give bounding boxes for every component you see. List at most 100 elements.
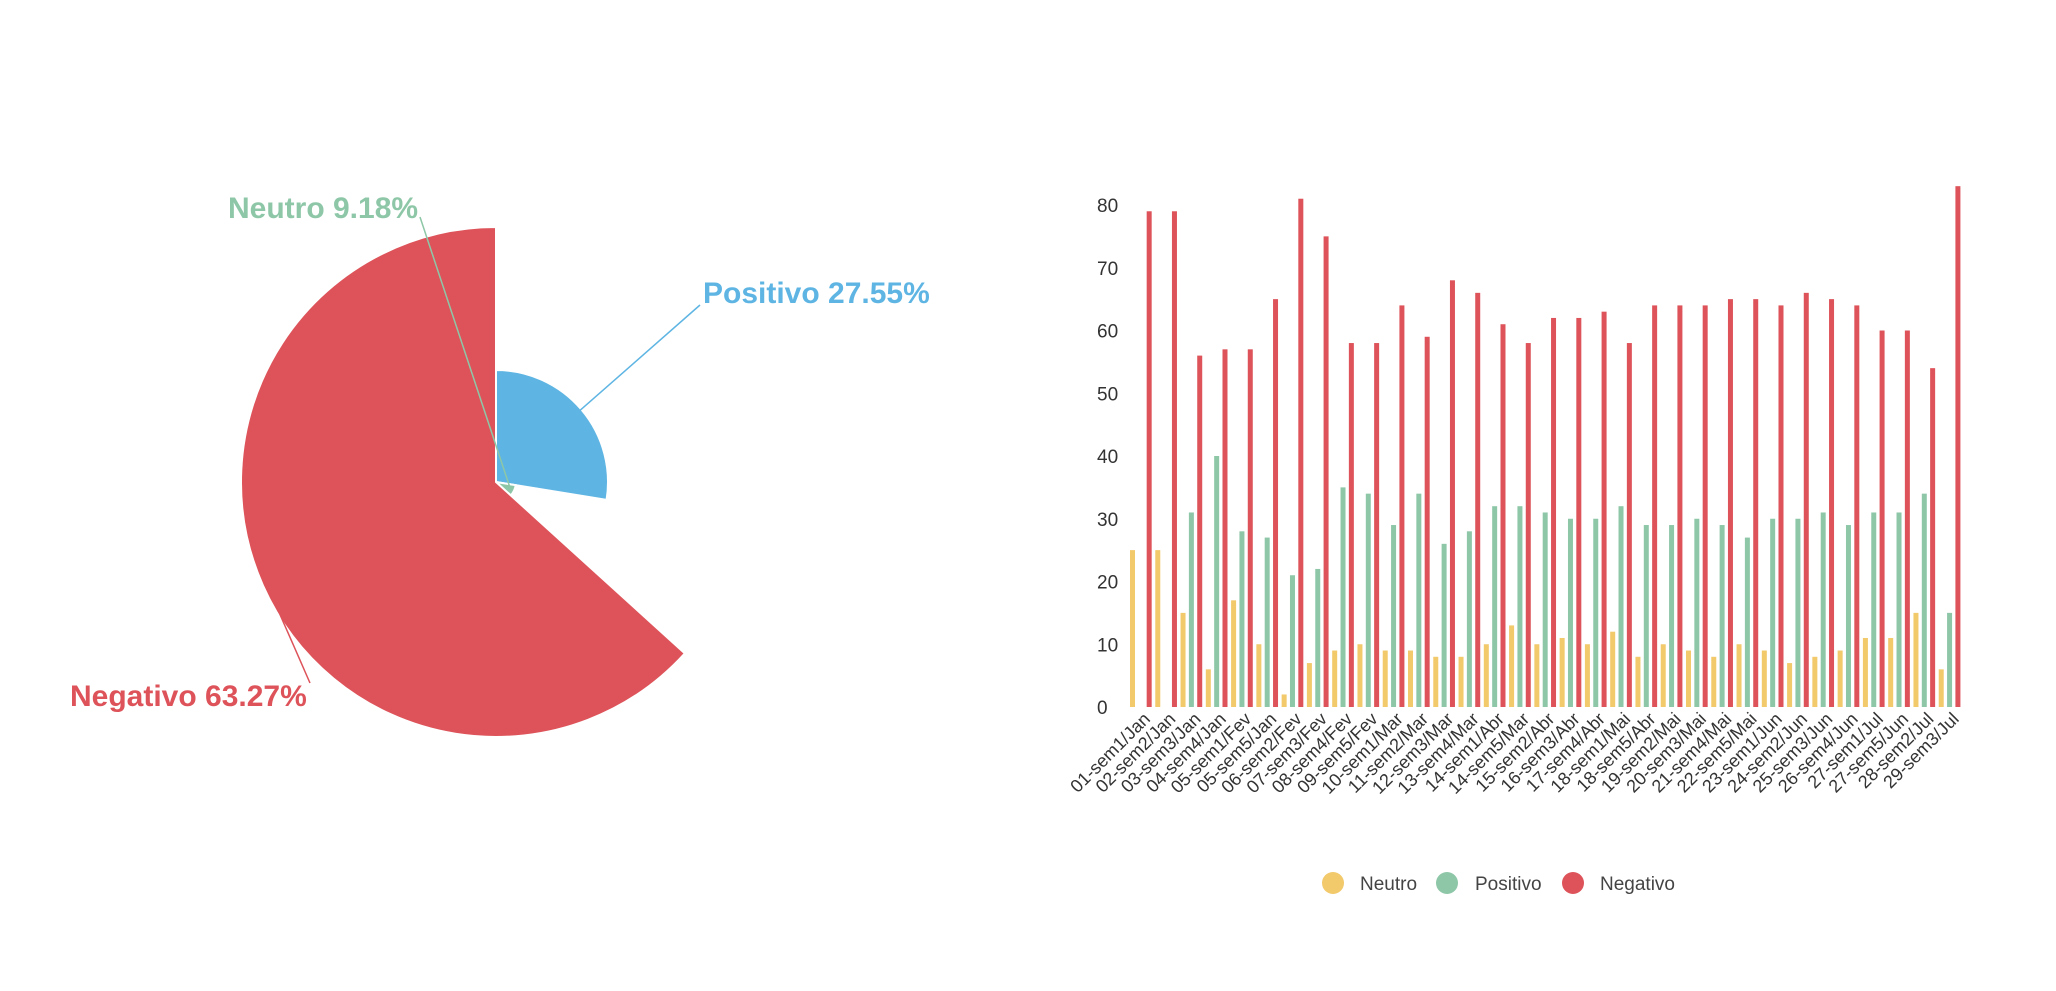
bar-negativo-27 xyxy=(1829,299,1835,707)
bar-negativo-25 xyxy=(1778,305,1784,707)
bar-negativo-16 xyxy=(1551,317,1557,707)
bar-negativo-12 xyxy=(1449,280,1455,707)
pie-slice-positivo xyxy=(495,368,609,502)
bar-negativo-30 xyxy=(1904,330,1910,707)
pie-leader-line-negativo xyxy=(265,583,311,684)
pie-label-neutro: Neutro 9.18% xyxy=(228,192,418,225)
bar-neutro-14 xyxy=(1483,644,1489,707)
bar-negativo-26 xyxy=(1803,292,1809,707)
bar-negativo-10 xyxy=(1399,305,1405,707)
y-tick-label: 70 xyxy=(1097,259,1118,280)
bar-neutro-25 xyxy=(1761,650,1767,707)
bar-positivo-26 xyxy=(1795,518,1801,707)
bar-positivo-3 xyxy=(1214,456,1220,707)
bar-negativo-19 xyxy=(1626,343,1632,707)
bar-neutro-3 xyxy=(1205,669,1211,707)
bar-negativo-29 xyxy=(1879,330,1885,707)
bar-negativo-2 xyxy=(1197,355,1203,707)
bar-neutro-23 xyxy=(1711,656,1717,707)
bar-positivo-21 xyxy=(1669,525,1675,707)
bar-neutro-8 xyxy=(1332,650,1338,707)
bar-positivo-8 xyxy=(1340,487,1346,707)
bar-neutro-0 xyxy=(1130,550,1135,707)
legend-swatch-positivo[interactable] xyxy=(1436,872,1458,894)
bar-positivo-29 xyxy=(1871,512,1877,707)
bar-positivo-2 xyxy=(1188,512,1194,707)
bar-neutro-27 xyxy=(1812,656,1818,707)
bar-neutro-2 xyxy=(1180,612,1186,707)
legend-label-neutro[interactable]: Neutro xyxy=(1360,874,1417,895)
bar-series xyxy=(1130,186,1961,708)
bar-negativo-28 xyxy=(1854,305,1860,707)
bar-positivo-6 xyxy=(1289,575,1295,707)
bar-negativo-21 xyxy=(1677,305,1683,707)
bar-negativo-23 xyxy=(1727,299,1733,707)
pie-label-positivo: Positivo 27.55% xyxy=(703,277,930,310)
bar-negativo-13 xyxy=(1475,292,1481,707)
bar-negativo-6 xyxy=(1298,198,1304,707)
pie-label-negativo: Negativo 63.27% xyxy=(70,680,307,713)
bar-negativo-9 xyxy=(1374,343,1380,707)
legend[interactable]: Neutro Positivo Negativo xyxy=(1322,872,1675,895)
bar-positivo-23 xyxy=(1719,525,1725,707)
bar-negativo-18 xyxy=(1601,311,1607,707)
bar-neutro-13 xyxy=(1458,656,1464,707)
bar-positivo-12 xyxy=(1441,543,1447,707)
bar-positivo-24 xyxy=(1744,537,1750,707)
bar-negativo-20 xyxy=(1652,305,1658,707)
bar-positivo-25 xyxy=(1770,518,1776,707)
bar-negativo-1 xyxy=(1171,211,1177,707)
bar-positivo-18 xyxy=(1593,518,1599,707)
bar-negativo-5 xyxy=(1273,299,1279,707)
legend-label-positivo[interactable]: Positivo xyxy=(1475,874,1542,895)
legend-swatch-negativo[interactable] xyxy=(1562,872,1584,894)
pie-leader-line-neutro xyxy=(419,216,512,490)
y-tick-label: 60 xyxy=(1097,322,1118,343)
legend-label-negativo[interactable]: Negativo xyxy=(1600,874,1675,895)
bar-neutro-18 xyxy=(1584,644,1590,707)
bar-positivo-13 xyxy=(1466,531,1472,707)
bar-positivo-5 xyxy=(1264,537,1270,707)
bar-neutro-11 xyxy=(1408,650,1413,707)
bar-neutro-30 xyxy=(1888,637,1894,707)
bar-negativo-8 xyxy=(1348,343,1354,707)
bar-neutro-12 xyxy=(1433,656,1439,707)
bar-negativo-31 xyxy=(1930,368,1936,707)
y-tick-label: 40 xyxy=(1097,447,1118,468)
bar-negativo-24 xyxy=(1753,299,1759,707)
bar-neutro-9 xyxy=(1357,644,1363,707)
y-tick-label: 80 xyxy=(1097,196,1118,217)
bar-neutro-7 xyxy=(1306,663,1312,707)
bar-negativo-11 xyxy=(1424,336,1430,707)
bar-positivo-20 xyxy=(1643,525,1649,707)
y-tick-label: 30 xyxy=(1097,510,1118,531)
bar-neutro-31 xyxy=(1913,612,1919,707)
bar-neutro-6 xyxy=(1281,694,1287,707)
bar-negativo-7 xyxy=(1323,236,1329,707)
bar-positivo-14 xyxy=(1492,506,1498,707)
bar-neutro-1 xyxy=(1155,550,1161,707)
bar-positivo-22 xyxy=(1694,518,1700,707)
bar-positivo-16 xyxy=(1542,512,1548,707)
bar-chart: 0 10 20 30 40 50 60 70 80 01-sem1/Jan02-sem2/Jan… xyxy=(1066,186,1963,895)
bar-neutro-21 xyxy=(1660,644,1666,707)
bar-neutro-32 xyxy=(1938,669,1944,707)
bar-negativo-0 xyxy=(1146,211,1152,707)
bar-neutro-28 xyxy=(1837,650,1843,707)
x-axis-categories: 01-sem1/Jan02-sem2/Jan03-sem3/Jan04-sem4… xyxy=(1066,709,1962,798)
bar-neutro-22 xyxy=(1686,650,1691,707)
bar-positivo-27 xyxy=(1820,512,1826,707)
pie-chart: Positivo 27.55% Neutro 9.18% Negativo 63.2… xyxy=(70,192,930,738)
bar-neutro-10 xyxy=(1382,650,1388,707)
bar-neutro-17 xyxy=(1559,637,1565,707)
bar-positivo-9 xyxy=(1365,493,1371,707)
bar-negativo-14 xyxy=(1500,324,1506,707)
bar-neutro-26 xyxy=(1787,663,1793,707)
bar-positivo-10 xyxy=(1391,525,1397,707)
y-tick-label: 20 xyxy=(1097,573,1118,594)
bar-neutro-24 xyxy=(1736,644,1742,707)
bar-neutro-20 xyxy=(1635,656,1641,707)
legend-swatch-neutro[interactable] xyxy=(1322,872,1344,894)
bar-negativo-15 xyxy=(1525,343,1531,707)
